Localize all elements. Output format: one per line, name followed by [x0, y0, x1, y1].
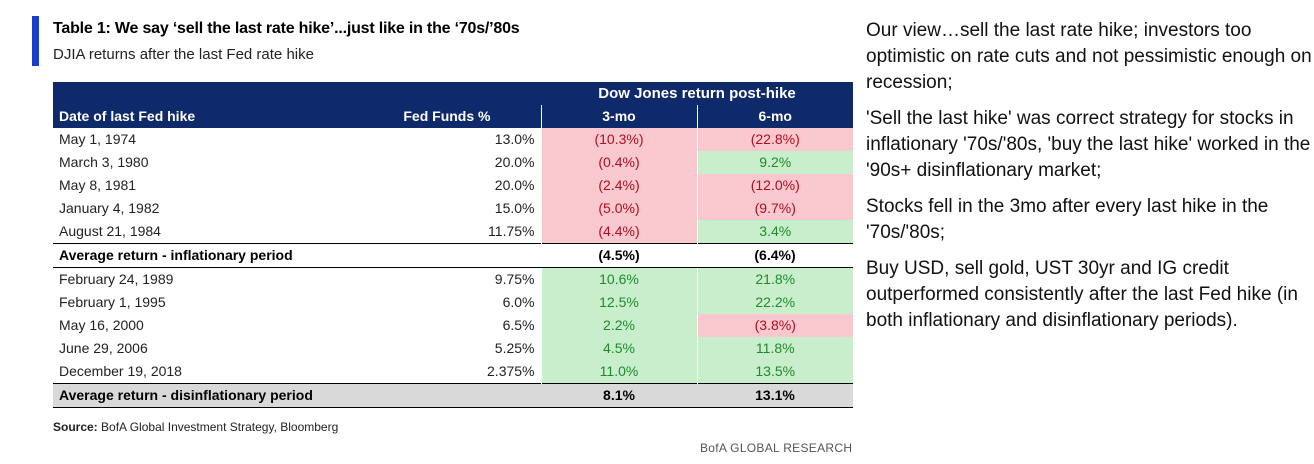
row-date: June 29, 2006 — [59, 340, 148, 356]
row-date: February 1, 1995 — [59, 294, 166, 310]
table-row: August 21, 1984 11.75% (4.4%) 3.4% — [53, 220, 853, 244]
row-date: May 16, 2000 — [59, 317, 144, 333]
avg-3mo: 8.1% — [541, 383, 697, 408]
row-fed-funds: 5.25% — [494, 340, 535, 356]
disinflationary-rows: February 24, 1989 9.75% 10.6% 21.8% February… — [53, 267, 853, 384]
avg-label: Average return - disinflationary period — [53, 383, 393, 408]
table-row: December 19, 2018 2.375% 11.0% 13.5% — [53, 360, 853, 384]
table-row: May 1, 1974 13.0% (10.3%) (22.8%) — [53, 128, 853, 151]
row-6mo: 11.8% — [696, 337, 853, 360]
inflationary-average-row: Average return - inflationary period (4.… — [53, 243, 853, 268]
row-6mo: 13.5% — [696, 360, 853, 384]
avg-label: Average return - inflationary period — [53, 243, 393, 268]
commentary-paragraph: Buy USD, sell gold, UST 30yr and IG cred… — [866, 258, 1298, 331]
row-6mo: (12.0%) — [696, 174, 853, 197]
col-header-fed-funds: Fed Funds % — [393, 105, 541, 128]
row-6mo: 21.8% — [696, 267, 853, 291]
row-3mo: 2.2% — [540, 314, 697, 337]
avg-3mo: (4.5%) — [541, 243, 697, 268]
row-3mo: 11.0% — [540, 360, 697, 384]
returns-table: Dow Jones return post-hike Date of last … — [53, 82, 853, 408]
row-date: August 21, 1984 — [59, 223, 161, 239]
table-subtitle: DJIA returns after the last Fed rate hik… — [53, 46, 314, 63]
avg-6mo: 13.1% — [697, 383, 853, 408]
column-header-row: Date of last Fed hike Fed Funds % 3-mo 6… — [53, 105, 853, 128]
inflationary-rows: May 1, 1974 13.0% (10.3%) (22.8%) March 3, 1… — [53, 128, 853, 244]
row-fed-funds: 9.75% — [494, 271, 535, 287]
row-6mo: (9.7%) — [696, 197, 853, 220]
row-date: May 1, 1974 — [59, 131, 137, 147]
row-fed-funds: 6.0% — [502, 294, 535, 310]
row-fed-funds: 2.375% — [487, 363, 535, 379]
row-date: December 19, 2018 — [59, 363, 182, 379]
col-header-3mo: 3-mo — [540, 105, 698, 128]
avg-6mo: (6.4%) — [697, 243, 853, 268]
row-3mo: (2.4%) — [540, 174, 697, 197]
table-title: Table 1: We say ‘sell the last rate hike… — [53, 20, 520, 37]
row-fed-funds: 15.0% — [494, 200, 535, 216]
table-row: February 1, 1995 6.0% 12.5% 22.2% — [53, 291, 853, 314]
row-6mo: 9.2% — [696, 151, 853, 174]
table-row: January 4, 1982 15.0% (5.0%) (9.7%) — [53, 197, 853, 220]
row-date: March 3, 1980 — [59, 154, 149, 170]
commentary-paragraph: Stocks fell in the 3mo after every last … — [866, 196, 1269, 243]
row-3mo: (10.3%) — [540, 128, 697, 151]
row-3mo: (0.4%) — [540, 151, 697, 174]
row-3mo: 10.6% — [540, 267, 697, 291]
source-text: BofA Global Investment Strategy, Bloombe… — [101, 420, 339, 434]
footer-brand: BofA GLOBAL RESEARCH — [700, 441, 853, 455]
avg-ff — [393, 243, 541, 268]
row-fed-funds: 6.5% — [502, 317, 535, 333]
row-3mo: (4.4%) — [540, 220, 697, 244]
avg-ff — [393, 383, 541, 408]
band-header-row: Dow Jones return post-hike — [53, 82, 853, 105]
commentary-panel: Our view…sell the last rate hike; invest… — [866, 18, 1312, 344]
row-6mo: (22.8%) — [696, 128, 853, 151]
row-fed-funds: 20.0% — [494, 154, 535, 170]
row-3mo: 12.5% — [540, 291, 697, 314]
table-row: March 3, 1980 20.0% (0.4%) 9.2% — [53, 151, 853, 174]
commentary-paragraph: 'Sell the last hike' was correct strateg… — [866, 108, 1311, 181]
band-title: Dow Jones return post-hike — [541, 82, 853, 105]
band-spacer — [53, 82, 393, 105]
row-date: May 8, 1981 — [59, 177, 137, 193]
source-label: Source: — [53, 420, 98, 434]
col-header-date: Date of last Fed hike — [53, 105, 393, 128]
table-row: February 24, 1989 9.75% 10.6% 21.8% — [53, 267, 853, 291]
table-row: May 16, 2000 6.5% 2.2% (3.8%) — [53, 314, 853, 337]
accent-bar — [32, 16, 39, 66]
commentary-paragraph: Our view…sell the last rate hike; invest… — [866, 20, 1312, 93]
row-3mo: (5.0%) — [540, 197, 697, 220]
row-fed-funds: 20.0% — [494, 177, 535, 193]
row-fed-funds: 11.75% — [488, 223, 535, 239]
source-note: Source: BofA Global Investment Strategy,… — [53, 420, 338, 434]
band-spacer — [393, 82, 541, 105]
row-6mo: (3.8%) — [696, 314, 853, 337]
row-date: February 24, 1989 — [59, 271, 174, 287]
col-header-6mo: 6-mo — [697, 105, 853, 128]
row-date: January 4, 1982 — [59, 200, 160, 216]
row-3mo: 4.5% — [540, 337, 697, 360]
row-fed-funds: 13.0% — [494, 131, 535, 147]
table-row: May 8, 1981 20.0% (2.4%) (12.0%) — [53, 174, 853, 197]
disinflationary-average-row: Average return - disinflationary period … — [53, 383, 853, 408]
row-6mo: 22.2% — [696, 291, 853, 314]
row-6mo: 3.4% — [696, 220, 853, 244]
table-row: June 29, 2006 5.25% 4.5% 11.8% — [53, 337, 853, 360]
